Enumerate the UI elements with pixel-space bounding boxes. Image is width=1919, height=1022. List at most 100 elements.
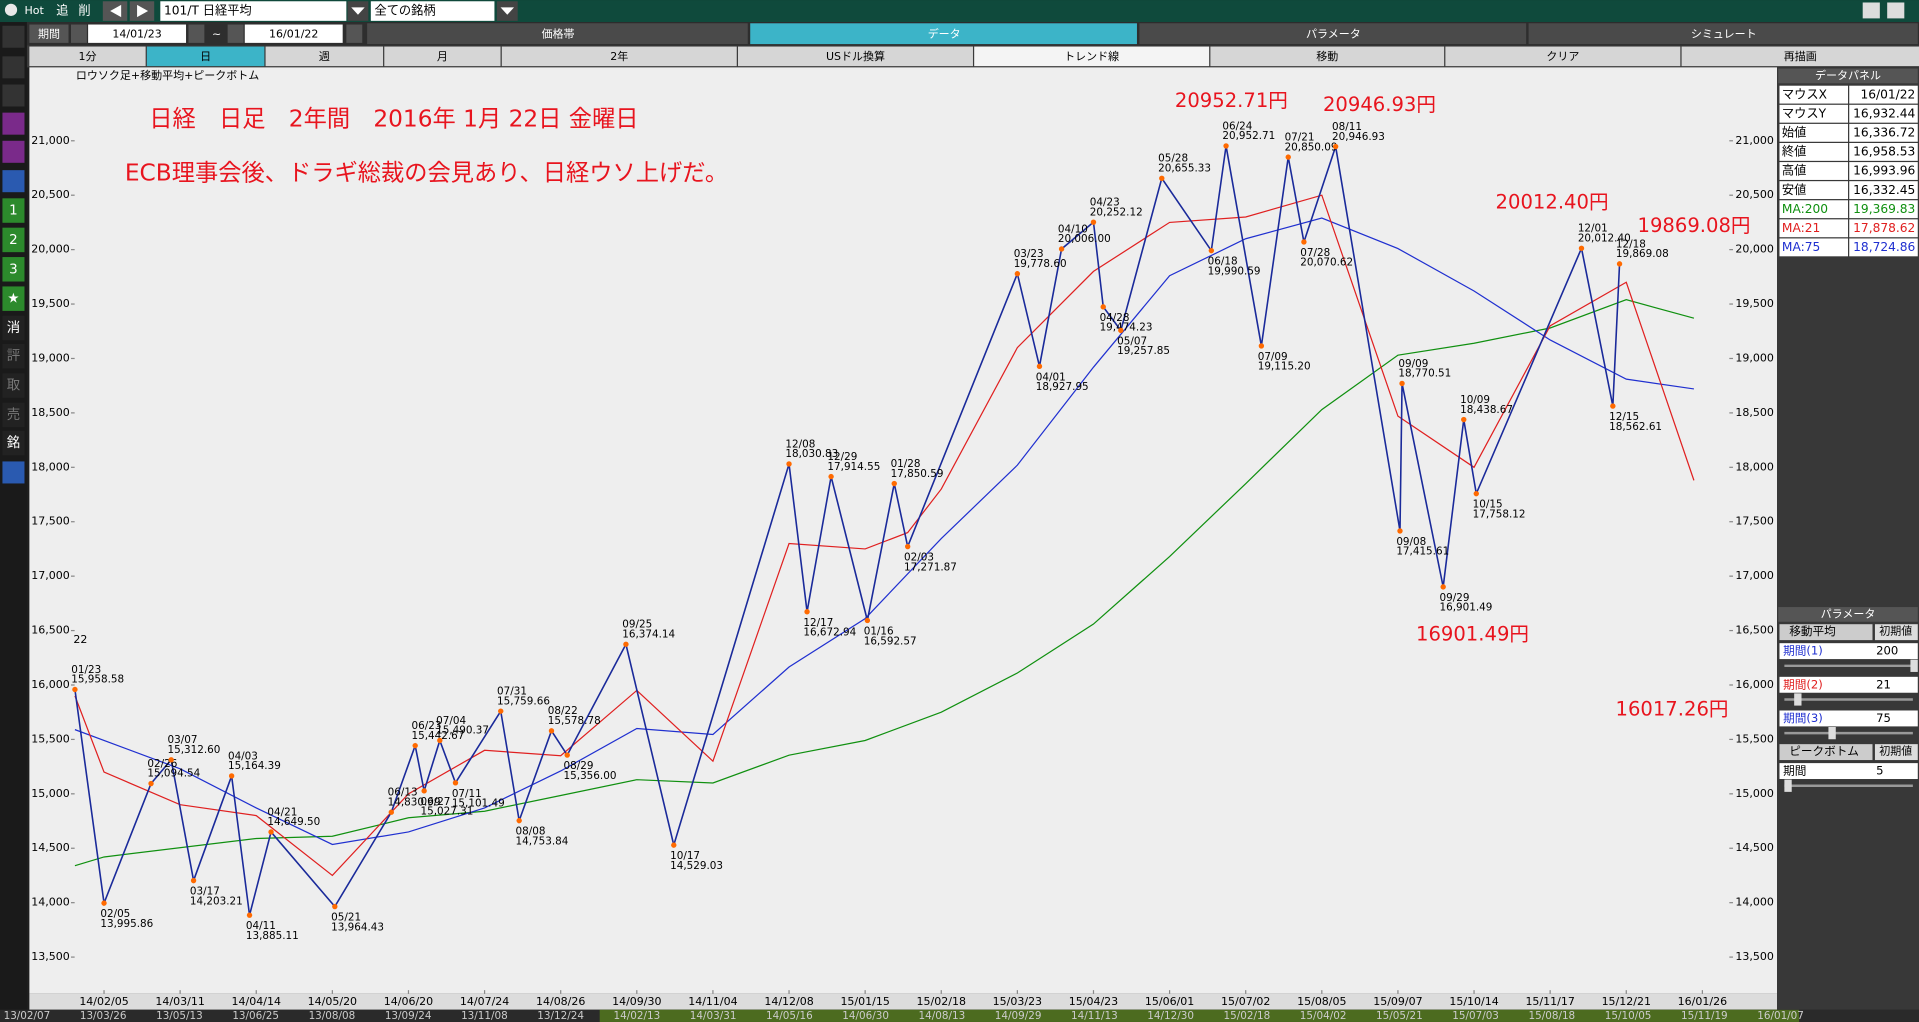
sidebar-button[interactable] [2, 402, 25, 428]
y-tick-label-right: 16,500 [1735, 624, 1773, 637]
y-tick-label-left: 13,500 [31, 950, 70, 963]
panel-row-label-box [1779, 162, 1849, 180]
tool-button-label: 移動 [1316, 49, 1338, 63]
tool-button[interactable] [146, 46, 265, 67]
panel-row-value: 16,332.45 [1853, 183, 1915, 197]
tab[interactable] [1528, 23, 1918, 45]
peak-value-label: 20,252.12 [1090, 206, 1143, 218]
sidebar-button[interactable] [2, 315, 25, 341]
symbol-input[interactable] [160, 1, 347, 21]
peak-marker [421, 788, 427, 794]
tool-button[interactable] [265, 46, 384, 67]
tool-button[interactable] [1681, 46, 1919, 67]
peak-date-label: 12/18 [1616, 238, 1646, 250]
peak-date-label: 10/09 [1460, 394, 1490, 406]
tool-button[interactable] [501, 46, 737, 67]
sidebar-icon-search[interactable] [2, 25, 25, 48]
default-button[interactable] [1874, 624, 1918, 641]
panel-row-value: 16,336.72 [1853, 126, 1915, 140]
tool-button[interactable] [29, 46, 146, 67]
peak-value-label: 20,070.62 [1300, 257, 1353, 269]
panel-row-label: MA:21 [1782, 221, 1820, 235]
tool-button[interactable] [1445, 46, 1681, 67]
panel-row-label-box [1779, 142, 1849, 161]
sidebar-settings[interactable] [2, 461, 25, 484]
sidebar-button[interactable] [2, 198, 25, 223]
sidebar-icon-flag[interactable] [2, 170, 25, 193]
date-step-button[interactable] [70, 24, 87, 43]
date-step-button[interactable] [188, 24, 205, 43]
sidebar-icon-camera[interactable] [2, 84, 25, 107]
x-tick-label: 15/12/21 [1602, 995, 1651, 1008]
peak-value-label: 15,759.66 [497, 695, 550, 707]
start-date-input[interactable] [88, 24, 187, 43]
panel-row-value-box [1849, 104, 1918, 123]
sidebar-button[interactable] [2, 373, 25, 398]
param-slider-thumb[interactable] [1784, 779, 1792, 792]
close-button[interactable] [1887, 2, 1905, 19]
tool-button[interactable] [737, 46, 973, 67]
default-button[interactable] [1874, 744, 1918, 761]
peak-marker [1440, 584, 1446, 590]
x-tick-label: 14/04/14 [232, 995, 281, 1008]
sidebar-icon-chart[interactable] [2, 112, 25, 135]
tab[interactable] [1139, 23, 1527, 45]
peak-date-label: 07/31 [497, 686, 527, 698]
peak-value-label: 19,990.59 [1208, 265, 1261, 277]
peak-value-label: 18,030.83 [785, 448, 838, 460]
y-tick-label-right: 19,500 [1735, 297, 1773, 310]
panel-row-label: MA:75 [1782, 240, 1820, 254]
section-header [1779, 744, 1873, 761]
range-date-label: 14/05/16 [766, 1010, 813, 1022]
sidebar-button[interactable] [2, 430, 25, 456]
panel-row-label: MA:200 [1782, 202, 1828, 216]
peak-value-label: 20,952.71 [1222, 130, 1275, 142]
panel-row-value: 16/01/22 [1860, 87, 1915, 101]
peak-marker [828, 473, 834, 480]
sidebar-icon-crosshair[interactable] [2, 56, 25, 79]
sidebar-button-label: 取 [7, 379, 21, 394]
tab[interactable] [750, 23, 1137, 45]
end-date-input[interactable] [244, 24, 343, 43]
peak-marker [1208, 247, 1215, 254]
peak-value-label: 18,770.51 [1398, 368, 1451, 380]
tool-button[interactable] [974, 46, 1210, 67]
universe-select[interactable] [370, 1, 495, 21]
y-tick-label-left: 18,500 [31, 406, 70, 419]
peak-marker [1100, 304, 1106, 310]
sidebar-button[interactable] [2, 227, 25, 253]
param-slider-thumb[interactable] [1828, 727, 1836, 740]
sidebar-icon-compare[interactable] [2, 140, 25, 163]
param-slider-thumb[interactable] [1910, 659, 1918, 672]
sidebar-button[interactable] [2, 343, 25, 369]
peak-date-label: 07/21 [1285, 132, 1315, 144]
param-label: 期間 [1783, 764, 1806, 778]
symbol-text: 101/T 日経平均 [164, 4, 252, 18]
peak-value-label: 15,164.39 [228, 760, 281, 772]
section-header-label: ピークボトム [1789, 744, 1859, 758]
panel-row-label: 高値 [1782, 163, 1806, 178]
panel-row-label-box [1779, 85, 1849, 104]
date-step-button[interactable] [346, 24, 363, 43]
sidebar-button[interactable] [2, 257, 25, 282]
bulb-icon[interactable] [4, 3, 18, 16]
panel-row-label-box [1779, 181, 1849, 200]
panel-row-value: 18,724.86 [1853, 240, 1915, 254]
sidebar-button[interactable] [2, 286, 25, 311]
minimize-button[interactable] [1862, 2, 1880, 19]
param-slider-thumb[interactable] [1794, 693, 1802, 706]
tool-button[interactable] [384, 46, 501, 67]
panel-row-label: マウスX [1782, 87, 1827, 101]
peak-marker [101, 900, 107, 906]
tab[interactable] [367, 23, 748, 45]
range-date-label: 13/02/07 [4, 1010, 51, 1022]
tool-button[interactable] [1210, 46, 1445, 67]
peak-marker [437, 737, 443, 744]
y-tick-label-left: 19,000 [31, 351, 70, 364]
y-tick-label-left: 17,000 [31, 569, 70, 582]
date-step-button[interactable] [227, 24, 244, 43]
annotation: 16901.49円 [1416, 623, 1529, 646]
annotation: ECB理事会後、ドラギ総裁の会見あり、日経ウソ上げだ。 [125, 159, 728, 186]
peak-date-label: 04/01 [1036, 371, 1066, 383]
